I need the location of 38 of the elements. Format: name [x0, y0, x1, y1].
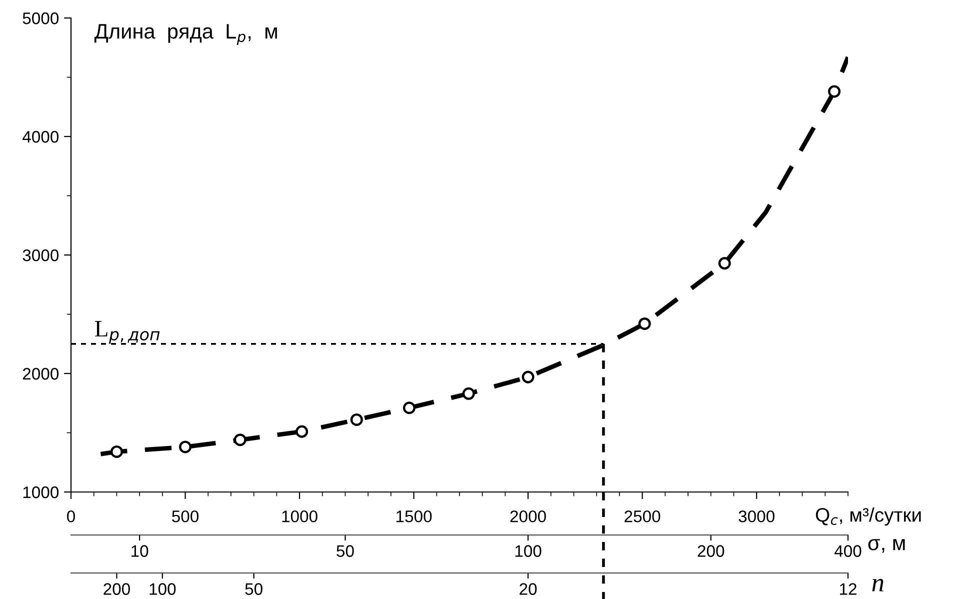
point — [179, 440, 192, 454]
category-label: 50 — [245, 583, 262, 595]
x-tick-label: 500 — [172, 510, 199, 522]
point — [234, 434, 246, 446]
x-tick-label: 2000 — [510, 510, 546, 522]
category-label: 200 — [104, 583, 130, 595]
category-label: 10 — [132, 545, 148, 557]
x-tick-label: 3000 — [738, 510, 774, 522]
y-axis-title: Длина ряда L$_{р}$, м — [94, 24, 277, 45]
text: n — [872, 578, 884, 592]
y-tick-label: 1000 — [23, 486, 59, 498]
x-tick-label: 1500 — [396, 510, 432, 522]
point — [522, 370, 534, 384]
point — [110, 445, 123, 458]
y-tick-label: 5000 — [22, 12, 59, 24]
category-label: 50 — [336, 545, 354, 557]
point — [718, 257, 731, 270]
point — [462, 387, 475, 400]
point — [638, 317, 651, 330]
y-tick-label: 2000 — [22, 368, 59, 380]
category-label: 12 — [840, 583, 856, 595]
x-axis-title: Q$_{с}$, м³/сутки — [816, 508, 921, 526]
y-tick-label: 3000 — [22, 249, 59, 262]
point — [828, 85, 841, 98]
x-tick-label: 0 — [67, 510, 75, 522]
x-tick-label: 2500 — [624, 510, 660, 522]
category-label: 20 — [520, 583, 537, 595]
ref-line-label: L$_{р,доп}$ — [94, 320, 160, 344]
category-label: 200 — [698, 545, 724, 557]
point — [296, 425, 308, 438]
text: σ, м — [868, 539, 905, 553]
category-label: 100 — [515, 545, 542, 557]
y-tick-label: 4000 — [22, 130, 59, 143]
point — [402, 402, 416, 414]
category-label: 100 — [150, 583, 176, 595]
x-tick-label: 1000 — [282, 510, 318, 522]
point — [350, 413, 363, 426]
category-label: 400 — [834, 545, 862, 557]
